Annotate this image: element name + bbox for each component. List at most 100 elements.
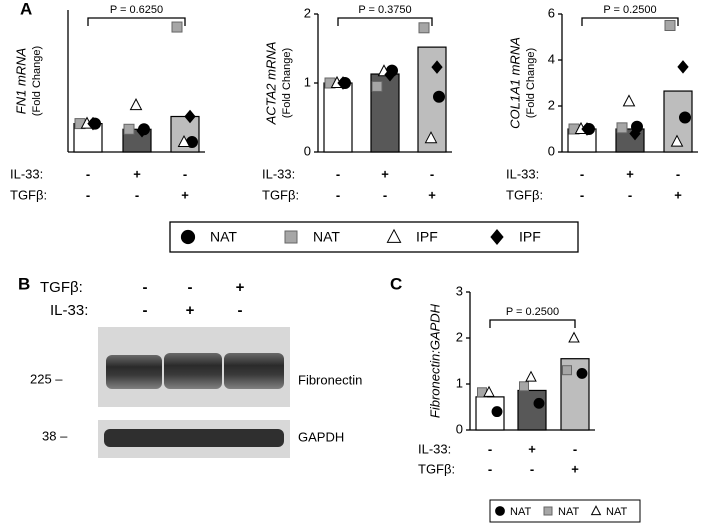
point	[629, 126, 641, 141]
point	[180, 229, 196, 245]
significance-bracket	[581, 17, 679, 26]
y-tick-label: 1	[456, 375, 463, 390]
condition-mark: -	[383, 187, 387, 202]
condition-mark: -	[676, 166, 680, 181]
bar	[517, 389, 547, 431]
point	[337, 76, 349, 90]
y-tick-label: 2	[548, 97, 555, 112]
condition-mark: -	[143, 302, 148, 319]
condition-mark: -	[188, 279, 193, 296]
point	[418, 22, 430, 34]
condition-mark: -	[573, 441, 577, 456]
condition-mark: +	[381, 166, 389, 181]
blot-band	[224, 353, 284, 389]
condition-mark: -	[238, 302, 243, 319]
y-tick-label: 3	[456, 283, 463, 298]
point	[483, 385, 495, 397]
size-label: 225 –	[30, 371, 63, 386]
point	[664, 20, 676, 31]
point	[576, 367, 588, 379]
y-axis-label: (Fold Change)	[31, 46, 43, 116]
condition-label: IL-33:	[50, 302, 88, 319]
y-axis-label: ACTA2 mRNA	[263, 42, 278, 126]
legend-box	[489, 499, 641, 523]
point	[371, 80, 383, 92]
y-tick-label: 0	[304, 143, 311, 158]
condition-mark: -	[488, 461, 492, 476]
bar	[323, 82, 353, 153]
y-tick-label: 2	[304, 5, 311, 20]
panel-label: B	[18, 274, 30, 293]
condition-mark: +	[236, 279, 245, 296]
condition-label: TGFβ:	[10, 187, 47, 202]
y-tick-label: 4	[548, 51, 555, 66]
point	[616, 122, 628, 134]
condition-mark: +	[626, 166, 634, 181]
point	[670, 134, 684, 147]
y-tick-label: 2	[456, 329, 463, 344]
point	[679, 111, 691, 124]
annotation: P = 0.2500	[506, 306, 559, 318]
point	[123, 123, 135, 135]
significance-bracket	[337, 17, 433, 26]
point	[495, 506, 505, 516]
point	[533, 397, 545, 409]
point	[171, 21, 183, 33]
condition-mark: -	[86, 166, 90, 181]
point	[424, 131, 438, 144]
condition-label: TGFβ:	[40, 279, 83, 296]
point	[677, 60, 689, 74]
size-label: 38 –	[42, 428, 68, 443]
legend-label: IPF	[519, 229, 541, 245]
y-tick-label: 6	[548, 5, 555, 20]
condition-mark: -	[86, 187, 90, 202]
condition-label: TGFβ:	[506, 187, 543, 202]
condition-mark: -	[628, 187, 632, 202]
condition-mark: -	[580, 187, 584, 202]
point	[129, 98, 143, 111]
condition-mark: +	[428, 187, 436, 202]
condition-label: TGFβ:	[418, 461, 455, 476]
blot-band	[164, 353, 222, 389]
y-tick-label: 1	[304, 74, 311, 89]
significance-bracket	[87, 17, 186, 26]
condition-label: TGFβ:	[262, 187, 299, 202]
significance-bracket	[489, 319, 576, 328]
condition-mark: +	[181, 187, 189, 202]
legend-label: NAT	[313, 229, 340, 245]
condition-mark: -	[143, 279, 148, 296]
point	[433, 90, 445, 103]
y-axis-label: (Fold Change)	[281, 48, 293, 118]
annotation: P = 0.6250	[110, 4, 163, 16]
y-axis-label: FN1 mRNA	[13, 48, 28, 114]
point	[622, 94, 636, 107]
point	[581, 122, 593, 136]
condition-label: IL-33:	[262, 166, 295, 181]
y-axis-label: Fibronectin:GAPDH	[427, 303, 442, 418]
point	[136, 123, 148, 138]
annotation: P = 0.2500	[603, 4, 656, 16]
point	[490, 229, 504, 245]
condition-mark: +	[528, 441, 536, 456]
point	[543, 506, 553, 516]
condition-mark: -	[530, 461, 534, 476]
condition-label: IL-33:	[418, 441, 451, 456]
y-tick-label: 0	[548, 143, 555, 158]
condition-mark: -	[135, 187, 139, 202]
y-tick-label: 0	[456, 421, 463, 436]
panel-label: A	[20, 0, 32, 18]
point	[562, 365, 572, 376]
point	[568, 331, 580, 343]
y-axis-label: COL1A1 mRNA	[507, 37, 522, 129]
point	[177, 134, 191, 148]
legend-label: NAT	[210, 229, 237, 245]
condition-mark: -	[183, 166, 187, 181]
point	[184, 109, 196, 124]
point	[431, 60, 443, 74]
point	[284, 230, 298, 244]
panel-label: C	[390, 274, 402, 293]
point	[519, 381, 529, 392]
legend-label: IPF	[416, 229, 438, 245]
blot-band	[104, 429, 284, 447]
